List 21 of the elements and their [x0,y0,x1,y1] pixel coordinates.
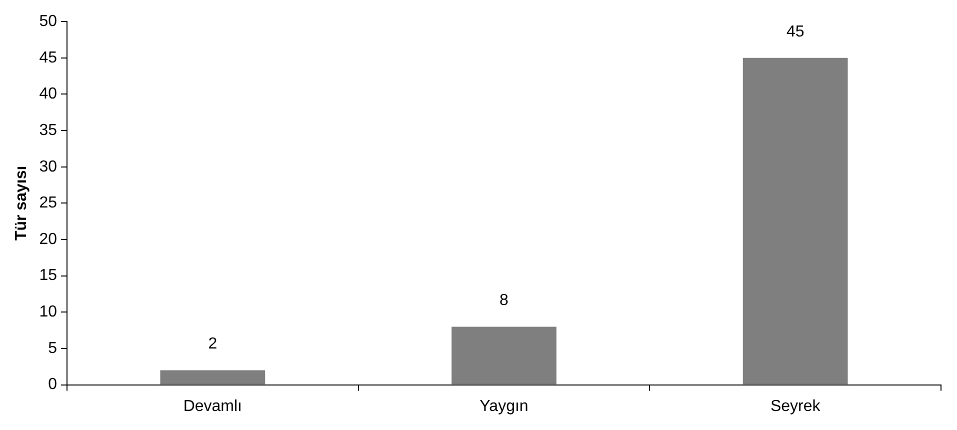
y-tick-label: 25 [39,194,58,212]
y-tick-label: 10 [39,304,58,321]
data-label: 2 [208,336,218,353]
bar [452,326,556,384]
y-tick-label: 50 [39,13,58,30]
x-tick-label: Devamlı [183,398,242,415]
bar [160,370,266,384]
data-label: 8 [500,292,509,310]
y-tick-label: 5 [48,340,58,357]
x-tick-label: Seyrek [770,398,822,415]
y-tick-label: 20 [39,230,58,248]
y-tick-label: 45 [39,49,58,66]
y-tick-label: 0 [48,376,58,394]
bar [742,58,848,384]
y-tick-label: 40 [39,86,58,103]
data-label: 45 [786,23,804,40]
y-axis-title: Tür sayısı [13,166,30,241]
y-tick-label: 15 [39,267,58,284]
y-tick-label: 30 [39,158,58,176]
x-tick-label: Yaygın [480,398,528,415]
y-tick-label: 35 [39,122,58,139]
